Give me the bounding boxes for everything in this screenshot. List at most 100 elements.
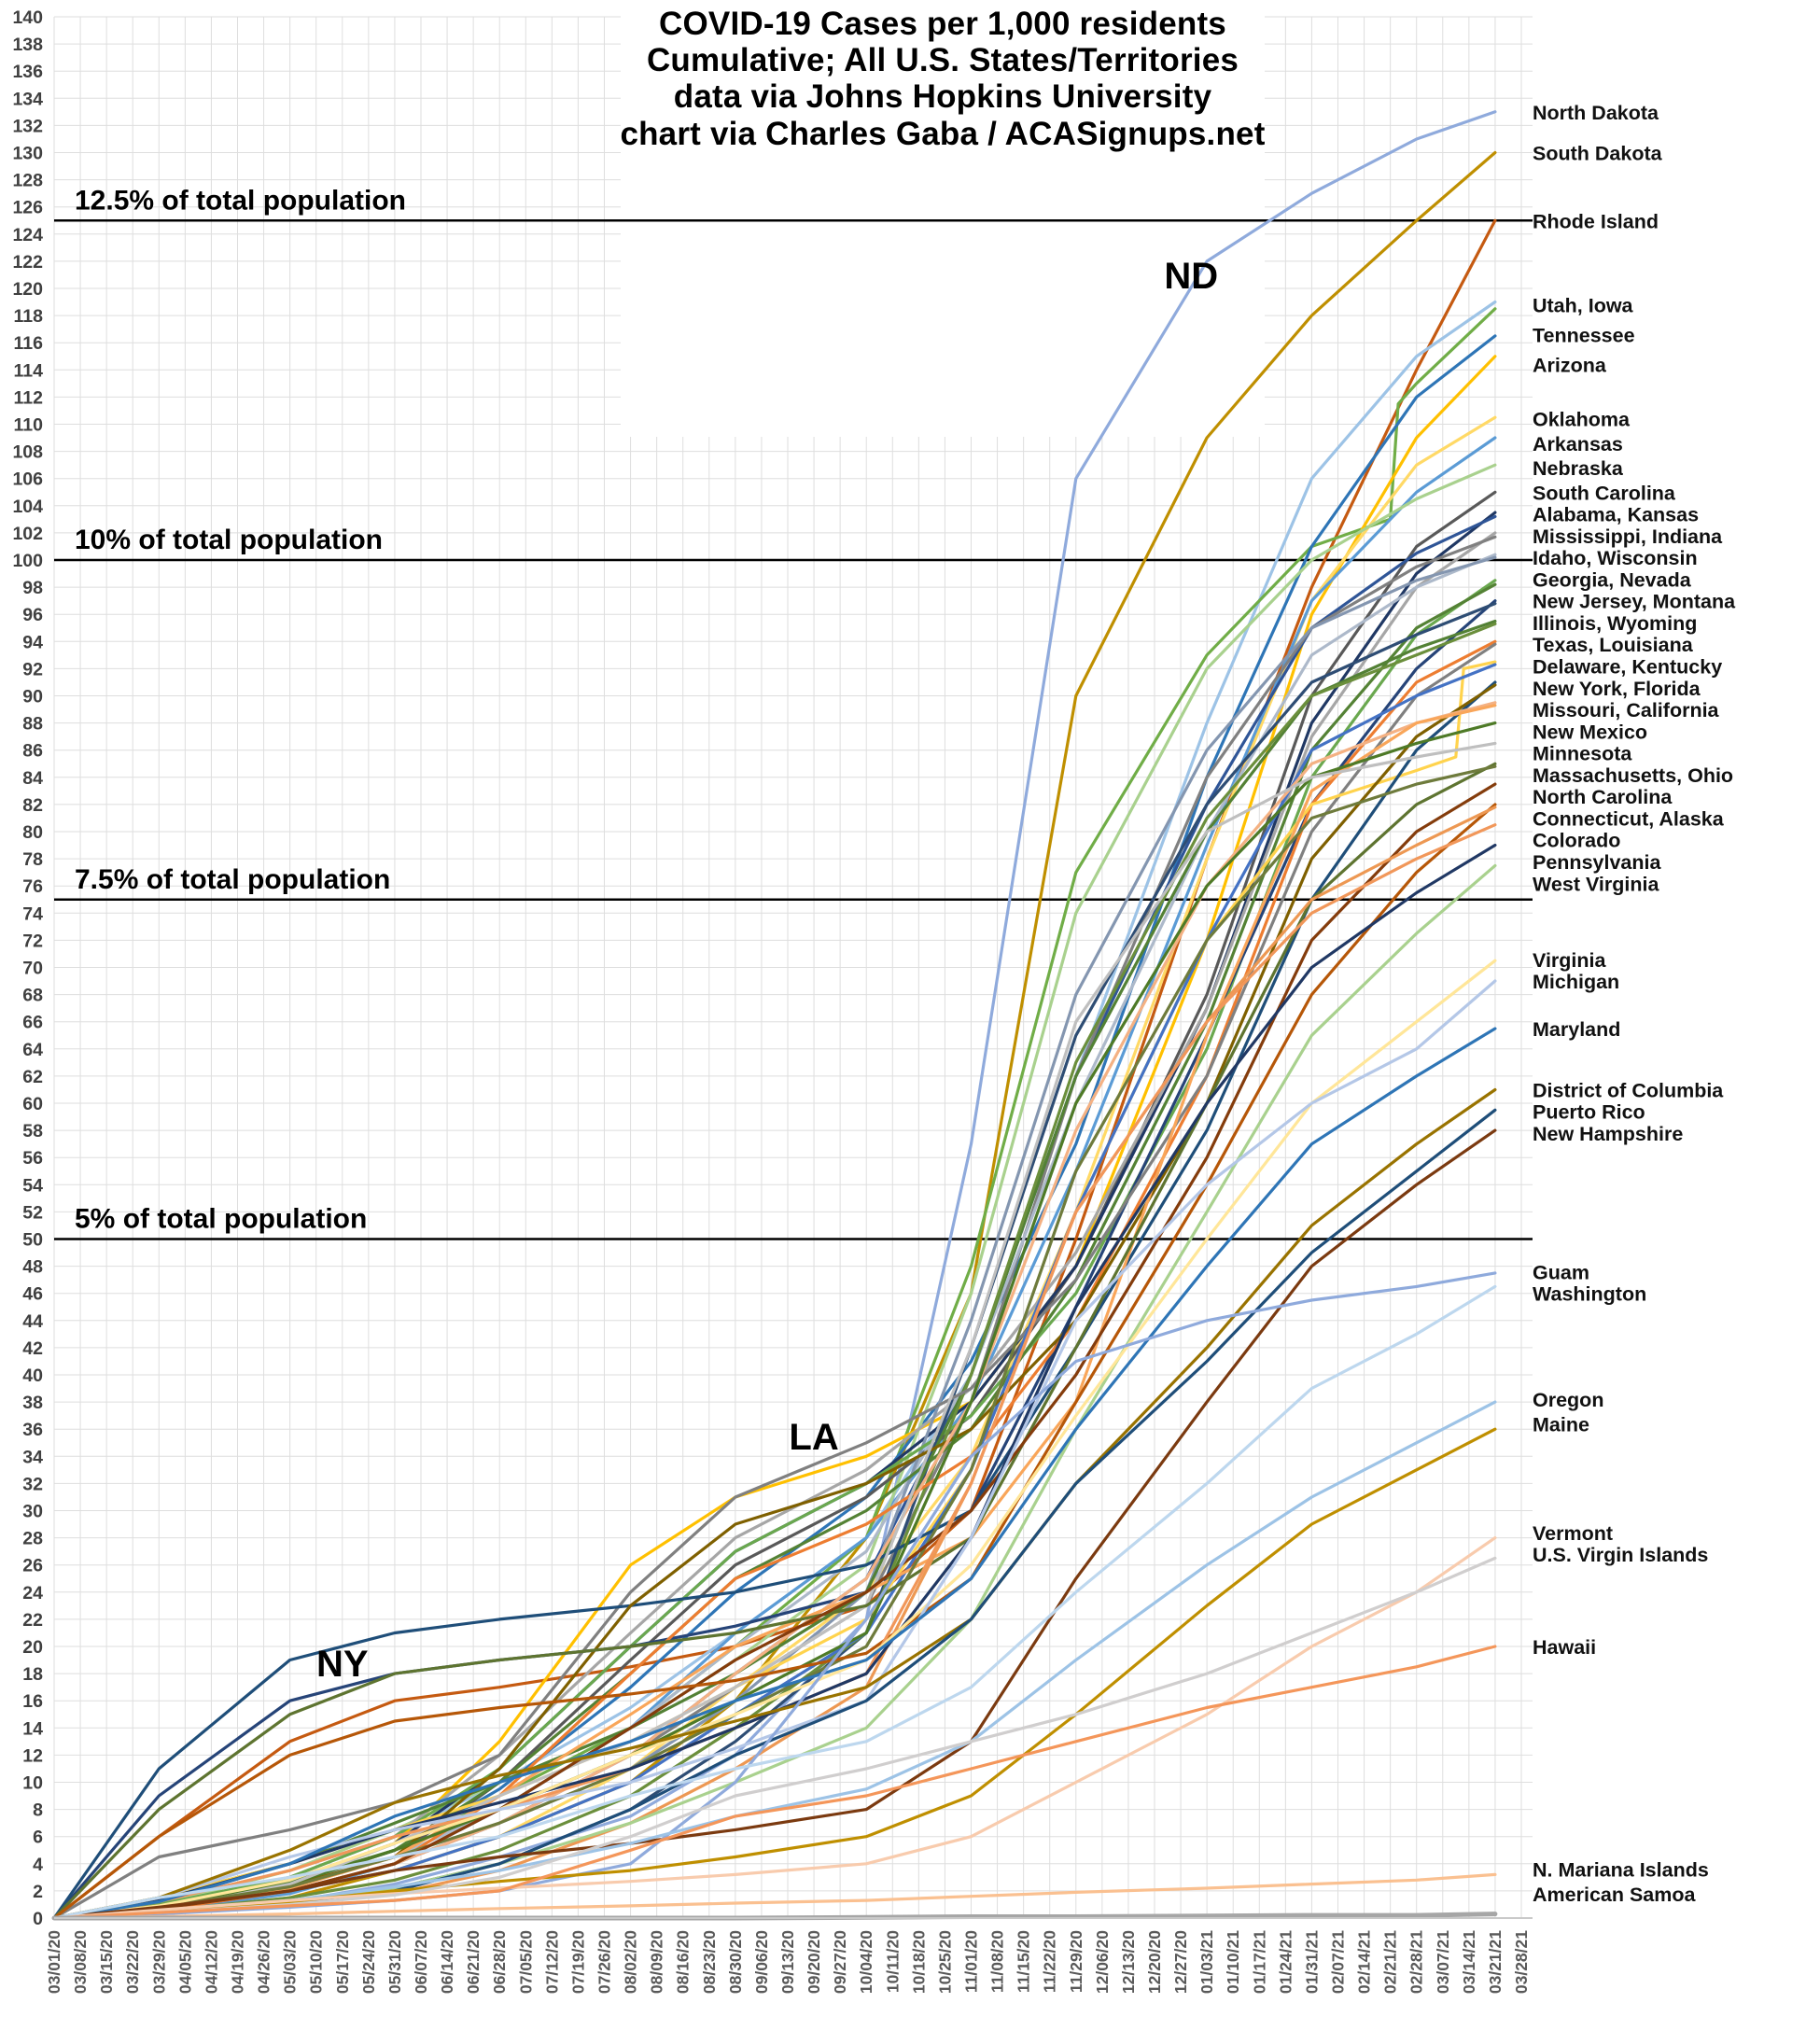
y-tick-100: 100 [12, 551, 43, 571]
x-tick-05-03-20: 05/03/20 [281, 1930, 300, 1994]
y-tick-14: 14 [22, 1718, 43, 1739]
x-tick-11-22-20: 11/22/20 [1041, 1930, 1059, 1993]
state-label-north-dakota: North Dakota [1533, 102, 1659, 124]
annotation-la: LA [789, 1417, 838, 1458]
y-tick-4: 4 [33, 1855, 43, 1875]
x-tick-10-11-20: 10/11/20 [883, 1930, 902, 1993]
state-label-puerto-rico: Puerto Rico [1533, 1101, 1645, 1124]
state-label-arkansas: Arkansas [1533, 433, 1623, 455]
state-label-minnesota: Minnesota [1533, 743, 1632, 765]
x-tick-06-07-20: 06/07/20 [412, 1930, 430, 1994]
x-tick-05-17-20: 05/17/20 [333, 1930, 352, 1994]
y-tick-70: 70 [22, 959, 43, 979]
series-washington [52, 1284, 1497, 1920]
y-tick-120: 120 [12, 279, 43, 300]
y-tick-116: 116 [14, 333, 44, 354]
state-label-illinois-wyoming: Illinois, Wyoming [1533, 612, 1697, 635]
y-tick-56: 56 [22, 1148, 43, 1169]
x-tick-10-18-20: 10/18/20 [909, 1930, 928, 1994]
x-tick-06-21-20: 06/21/20 [464, 1930, 483, 1994]
x-tick-07-26-20: 07/26/20 [595, 1930, 614, 1994]
y-tick-96: 96 [22, 605, 43, 625]
x-tick-03-14-21: 03/14/21 [1460, 1930, 1478, 1994]
x-tick-03-22-20: 03/22/20 [123, 1930, 142, 1994]
x-tick-10-25-20: 10/25/20 [935, 1930, 954, 1994]
y-tick-140: 140 [12, 7, 43, 28]
y-tick-86: 86 [22, 741, 43, 762]
series-district-of-columbia [52, 1087, 1497, 1920]
state-label-new-jersey-montana: New Jersey, Montana [1533, 591, 1736, 613]
y-tick-62: 62 [22, 1067, 43, 1087]
series-hawaii [52, 1645, 1497, 1920]
x-tick-09-27-20: 09/27/20 [831, 1930, 849, 1994]
y-tick-94: 94 [22, 632, 43, 652]
y-tick-88: 88 [22, 714, 43, 735]
series-minnesota [52, 741, 1497, 1920]
state-label-new-york-florida: New York, Florida [1533, 678, 1701, 700]
series-arkansas [52, 436, 1497, 1920]
y-tick-6: 6 [33, 1828, 43, 1848]
x-tick-08-30-20: 08/30/20 [726, 1930, 745, 1994]
x-tick-09-06-20: 09/06/20 [752, 1930, 771, 1994]
x-tick-07-05-20: 07/05/20 [516, 1930, 535, 1994]
state-label-maine: Maine [1533, 1413, 1589, 1436]
y-tick-46: 46 [22, 1284, 43, 1305]
chart-title-line3: data via Johns Hopkins University [673, 78, 1212, 116]
x-tick-06-28-20: 06/28/20 [490, 1930, 509, 1994]
y-tick-72: 72 [22, 931, 43, 951]
y-tick-74: 74 [22, 903, 43, 924]
annotation-nd: ND [1164, 256, 1218, 297]
reference-line-label: 5% of total population [75, 1204, 367, 1235]
y-tick-48: 48 [22, 1257, 43, 1278]
y-tick-118: 118 [14, 306, 44, 327]
x-tick-07-19-20: 07/19/20 [568, 1930, 587, 1994]
y-tick-102: 102 [12, 524, 43, 544]
state-label-texas-louisiana: Texas, Louisiana [1533, 634, 1694, 656]
state-label-massachusetts-ohio: Massachusetts, Ohio [1533, 764, 1733, 787]
y-tick-122: 122 [12, 252, 43, 273]
x-tick-11-01-20: 11/01/20 [962, 1930, 981, 1993]
state-label-georgia-nevada: Georgia, Nevada [1533, 568, 1692, 591]
y-tick-110: 110 [14, 415, 44, 436]
x-tick-01-03-21: 01/03/21 [1197, 1930, 1216, 1994]
state-label-maryland: Maryland [1533, 1018, 1620, 1041]
y-tick-114: 114 [14, 360, 44, 381]
x-tick-08-02-20: 08/02/20 [622, 1930, 640, 1994]
y-tick-54: 54 [22, 1175, 43, 1196]
y-tick-52: 52 [22, 1202, 43, 1223]
state-label-washington: Washington [1533, 1283, 1646, 1306]
y-tick-58: 58 [22, 1121, 43, 1142]
state-label-utah-iowa: Utah, Iowa [1533, 294, 1634, 316]
y-tick-104: 104 [12, 497, 43, 517]
chart-title-line2: Cumulative; All U.S. States/Territories [646, 42, 1239, 79]
series-nevada [52, 582, 1497, 1920]
y-tick-76: 76 [22, 876, 43, 897]
x-tick-09-13-20: 09/13/20 [778, 1930, 797, 1994]
x-tick-02-07-21: 02/07/21 [1329, 1930, 1348, 1994]
y-tick-126: 126 [12, 198, 43, 218]
x-tick-03-28-21: 03/28/21 [1512, 1930, 1531, 1994]
y-tick-12: 12 [22, 1745, 43, 1766]
y-tick-60: 60 [22, 1094, 43, 1114]
y-tick-128: 128 [12, 171, 43, 191]
series-massachusetts [52, 762, 1497, 1920]
state-label-idaho-wisconsin: Idaho, Wisconsin [1533, 547, 1698, 569]
y-tick-92: 92 [22, 659, 43, 679]
state-label-new-mexico: New Mexico [1533, 721, 1647, 743]
state-label-u-s-virgin-islands: U.S. Virgin Islands [1533, 1544, 1708, 1566]
x-tick-02-14-21: 02/14/21 [1355, 1930, 1374, 1994]
state-label-district-of-columbia: District of Columbia [1533, 1079, 1724, 1101]
state-label-delaware-kentucky: Delaware, Kentucky [1533, 655, 1722, 678]
state-label-oregon: Oregon [1533, 1389, 1603, 1411]
state-label-n-mariana-islands: N. Mariana Islands [1533, 1859, 1709, 1882]
series-new-jersey [52, 599, 1497, 1920]
series-lines [51, 110, 1498, 1921]
series-guam [52, 1271, 1497, 1920]
series-michigan [52, 979, 1497, 1920]
x-tick-03-21-21: 03/21/21 [1486, 1930, 1505, 1994]
state-labels: North Dakota South Dakota Rhode Island Utah… [1533, 102, 1736, 1906]
y-tick-138: 138 [12, 35, 43, 55]
state-label-pennsylvania: Pennsylvania [1533, 851, 1661, 874]
state-label-arizona: Arizona [1533, 354, 1607, 376]
